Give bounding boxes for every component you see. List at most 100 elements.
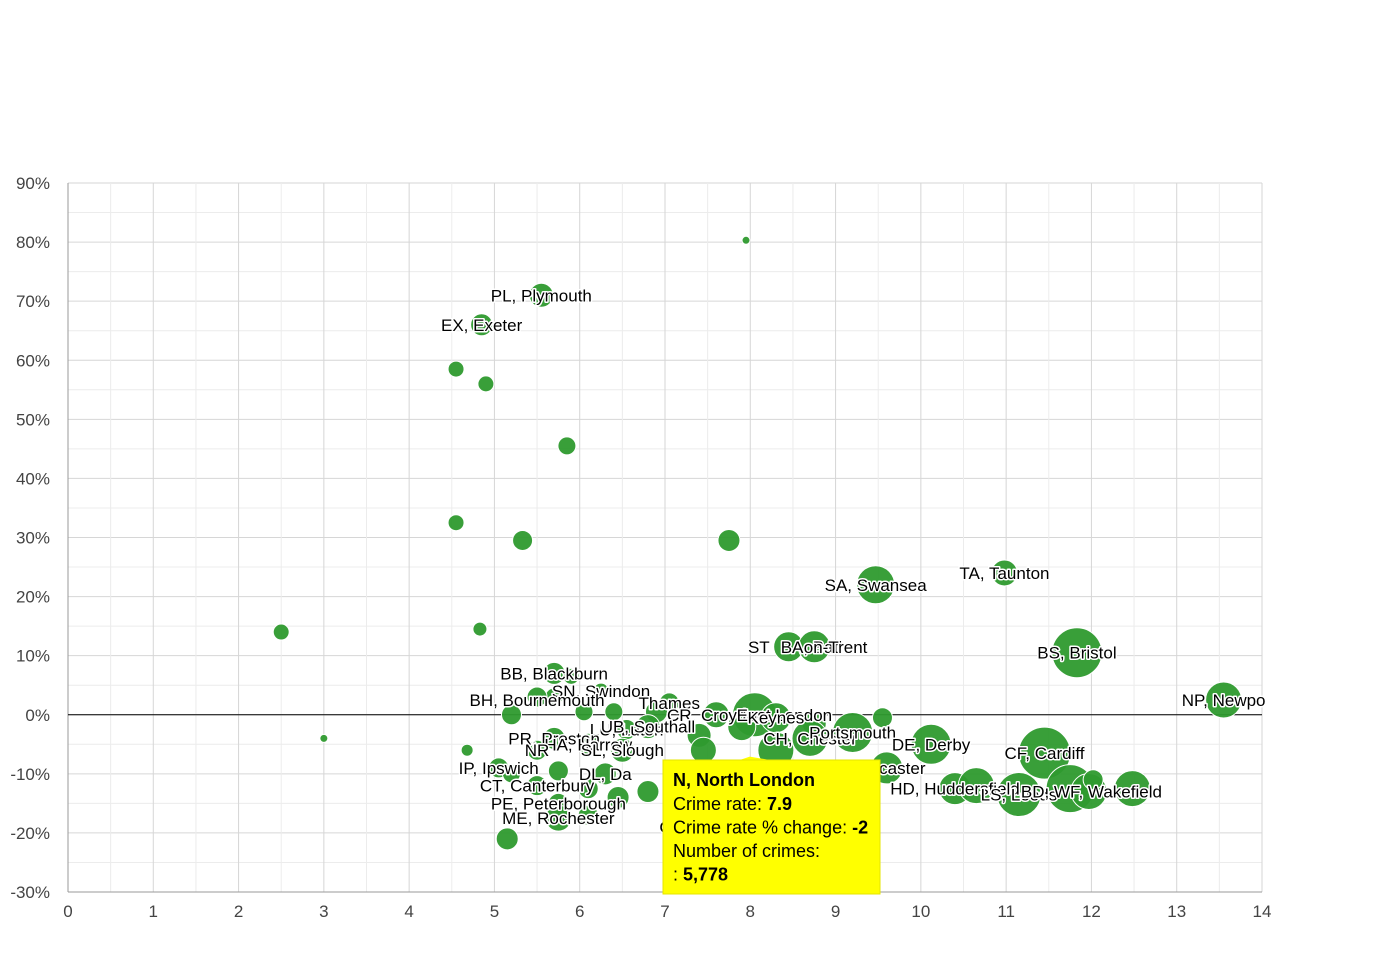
y-tick-label: -20% — [10, 824, 50, 843]
bubble-point[interactable] — [856, 565, 896, 605]
bubble-point[interactable] — [910, 723, 952, 765]
bubble-label: DE, Derby — [892, 735, 971, 754]
bubble-label: UB, Southall — [601, 718, 696, 737]
bubble-point[interactable] — [592, 682, 610, 700]
bubble-point[interactable] — [791, 719, 829, 757]
x-tick-label: 1 — [149, 902, 158, 921]
bubble-label: DL, Da — [579, 765, 632, 784]
y-tick-label: 40% — [16, 469, 50, 488]
bubble-point[interactable] — [526, 775, 548, 797]
bubble-point[interactable] — [500, 704, 522, 726]
bubble-label: BH, Bournemouth — [470, 691, 605, 710]
y-tick-label: 0% — [25, 706, 50, 725]
bubble-label: East London — [737, 706, 832, 725]
bubble-point[interactable] — [495, 827, 519, 851]
bubble-point[interactable] — [593, 762, 617, 786]
bubbles — [272, 235, 1243, 851]
bubble-label: Thames — [639, 694, 700, 713]
bubble-label: NP, Newpo — [1182, 691, 1266, 710]
bubble-point[interactable] — [797, 630, 831, 664]
bubble-point[interactable] — [702, 701, 730, 729]
bubble-point[interactable] — [871, 707, 893, 729]
bubble-point[interactable] — [526, 686, 548, 708]
bubble-point[interactable] — [472, 621, 488, 637]
tooltip-row-value: 5,778 — [683, 865, 728, 885]
bubble-point[interactable] — [1018, 726, 1072, 780]
bubble-point[interactable] — [604, 702, 624, 722]
bubble-point[interactable] — [577, 778, 599, 800]
bubble-label: HD, Huddersfield — [890, 780, 1019, 799]
bubble-point[interactable] — [501, 764, 521, 784]
tooltip-row-label: : — [673, 865, 683, 885]
bubble-point[interactable] — [1113, 770, 1151, 808]
x-tick-label: 7 — [660, 902, 669, 921]
bubble-label: ME, Rochester — [502, 809, 615, 828]
bubble-label: SL, Slough — [581, 741, 664, 760]
bubble-point[interactable] — [512, 529, 534, 551]
bubble-label: on-Trent — [804, 638, 868, 657]
bubble-label: CF, Cardiff — [1005, 744, 1085, 763]
bubble-point[interactable] — [832, 711, 874, 753]
bubble-label: LS, Leeds — [981, 786, 1058, 805]
bubble-point[interactable] — [609, 737, 635, 763]
bubble-label: BS, Bristol — [1037, 644, 1116, 663]
tooltip-row-label: Number of crimes: — [673, 841, 820, 861]
bubble-point[interactable] — [689, 736, 717, 764]
bubble-label: PL, Plymouth — [491, 286, 592, 305]
grid — [67, 182, 1263, 893]
bubble-point[interactable] — [319, 733, 329, 743]
x-tick-label: 14 — [1253, 902, 1272, 921]
bubble-point[interactable] — [557, 436, 577, 456]
bubble-point[interactable] — [526, 739, 548, 761]
bubble-point[interactable] — [990, 559, 1018, 587]
bubble-point[interactable] — [574, 702, 594, 722]
bubble-point[interactable] — [741, 235, 751, 245]
bubble-point[interactable] — [528, 282, 554, 308]
bubble-point[interactable] — [577, 804, 599, 826]
x-tick-label: 8 — [746, 902, 755, 921]
bubble-point[interactable] — [562, 667, 580, 685]
bubble-point[interactable] — [1051, 627, 1103, 679]
bubble-point[interactable] — [477, 375, 495, 393]
bubble-point[interactable] — [447, 360, 465, 378]
x-tick-label: 11 — [997, 902, 1015, 921]
bubble-point[interactable] — [636, 780, 660, 804]
bubble-label: IP, Ipswich — [459, 759, 539, 778]
bubble-point[interactable] — [717, 528, 741, 552]
bubble-point[interactable] — [1205, 681, 1243, 719]
bubble-point[interactable] — [635, 714, 661, 740]
bubble-point[interactable] — [1082, 769, 1104, 791]
bubble-point[interactable] — [576, 732, 600, 756]
y-tick-label: 10% — [16, 647, 50, 666]
bubble-point[interactable] — [272, 623, 290, 641]
bubble-label: CH, Chester — [763, 729, 857, 748]
y-tick-label: 80% — [16, 233, 50, 252]
bubble-point[interactable] — [957, 767, 995, 805]
bubble-label: NR — [525, 741, 550, 760]
bubble-label: Keynes — [748, 709, 805, 728]
bubble-label: HA, Harrow — [544, 735, 633, 754]
bubble-point[interactable] — [727, 712, 757, 742]
bubble-point[interactable] — [542, 726, 566, 750]
bubble-point[interactable] — [606, 785, 630, 809]
bubble-point[interactable] — [547, 760, 569, 782]
bubble-point[interactable] — [544, 804, 572, 832]
tooltip-row: Crime rate: 7.9 — [673, 794, 792, 814]
bubble-label: BD, WF, Wakefield — [1021, 783, 1162, 802]
bubble-point[interactable] — [447, 514, 465, 532]
bubble-label: LU, Luton — [590, 721, 664, 740]
y-tick-label: 50% — [16, 410, 50, 429]
bubble-label: BA, Bath — [781, 638, 848, 657]
bubble-point[interactable] — [460, 743, 474, 757]
x-tick-label: 0 — [63, 902, 72, 921]
tooltip-row-label: Crime rate % change: — [673, 818, 852, 838]
tooltip-row: Number of crimes: — [673, 841, 820, 861]
bubble-point[interactable] — [996, 772, 1042, 818]
tooltip-row-label: Crime rate: — [673, 794, 767, 814]
bubble-label: PR, Preston — [508, 729, 600, 748]
y-tick-label: 70% — [16, 292, 50, 311]
bubble-point[interactable] — [470, 313, 494, 337]
x-tick-label: 6 — [575, 902, 584, 921]
tooltip-pointer — [739, 756, 770, 760]
